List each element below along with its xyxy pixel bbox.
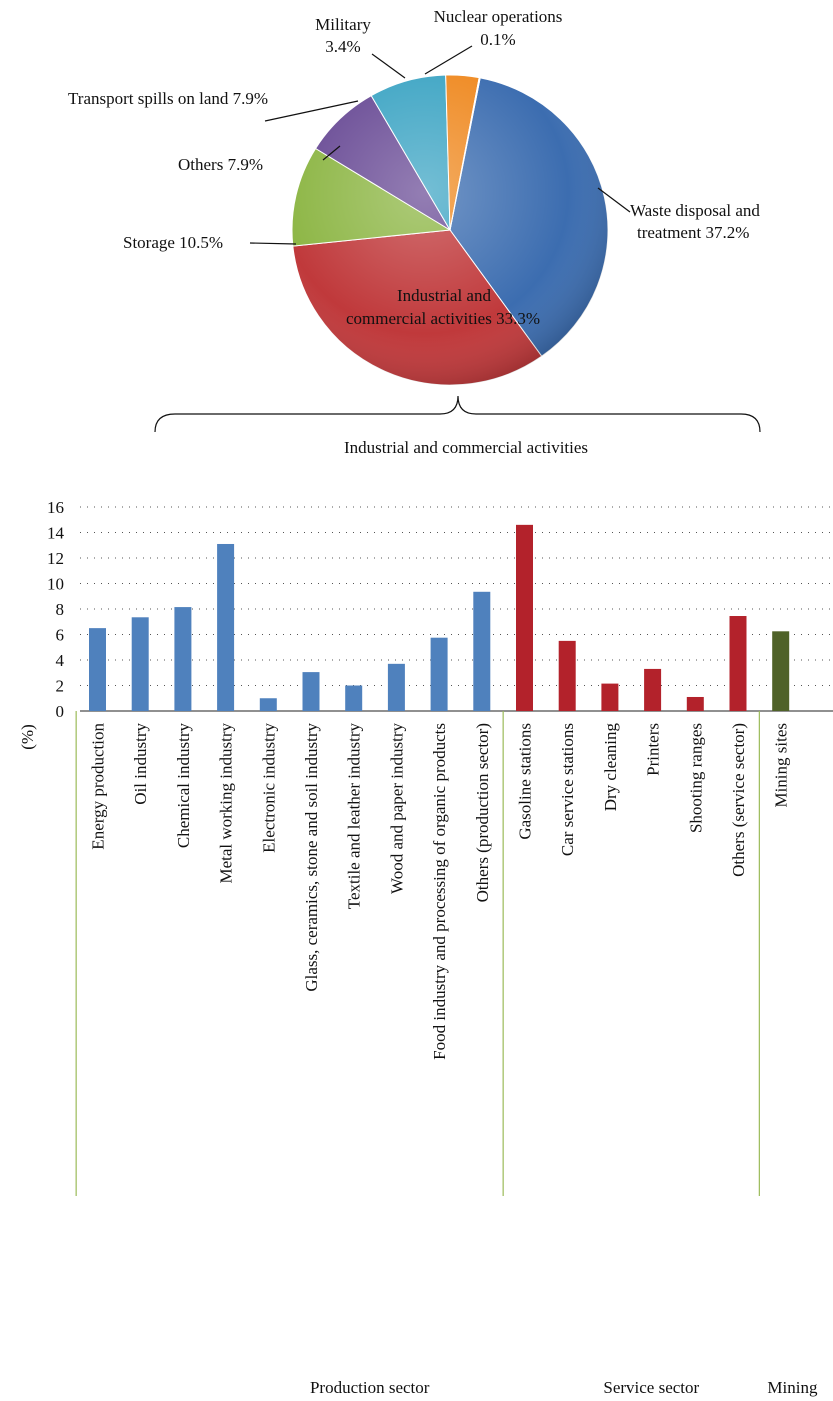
group-label-service-sector: Service sector <box>603 1378 699 1397</box>
bar-x-labels: Energy production Oil industry Chemical in… <box>89 723 791 1060</box>
label-transport: Transport spills on land 7.9% <box>68 89 268 108</box>
y-tick-label-10: 10 <box>47 575 64 594</box>
leader-transport <box>264 100 359 122</box>
bar-shooting-ranges <box>686 696 704 711</box>
x-tick-label-glass-ceramics-stone-and-soil-industry: Glass, ceramics, stone and soil industry <box>302 723 321 992</box>
y-tick-label-4: 4 <box>56 651 65 670</box>
x-tick-label-food-industry-and-processing-of-organic-products: Food industry and processing of organic … <box>430 723 449 1060</box>
pie-chart: Waste disposal and treatment 37.2% Indus… <box>68 7 760 386</box>
bar-car-service-stations <box>558 640 576 712</box>
leader-nuclear <box>424 45 473 75</box>
x-tick-label-others-production-sector: Others (production sector) <box>473 723 492 902</box>
bar-food-industry-and-processing-of-organic-products <box>430 637 448 711</box>
bar-oil-industry <box>131 617 149 711</box>
x-tick-label-gasoline-stations: Gasoline stations <box>516 723 535 840</box>
bar-electronic-industry <box>259 698 277 711</box>
bar-chart: 0 2 4 6 8 10 12 14 16 (%) Energy production Oil i… <box>18 498 833 1397</box>
y-tick-label-12: 12 <box>47 549 64 568</box>
bar-marks <box>89 524 790 712</box>
brace-label: Industrial and commercial activities <box>344 438 588 457</box>
x-tick-label-metal-working-industry: Metal working industry <box>217 723 236 884</box>
bar-others-service-sector <box>729 616 747 711</box>
y-tick-label-14: 14 <box>47 524 65 543</box>
y-tick-label-0: 0 <box>56 702 65 721</box>
x-tick-label-mining-sites: Mining sites <box>772 723 791 808</box>
bar-mining-sites <box>772 631 790 711</box>
x-tick-label-shooting-ranges: Shooting ranges <box>686 723 705 833</box>
bar-grid <box>80 506 833 712</box>
bar-energy-production <box>89 628 106 712</box>
bar-metal-working-industry <box>217 543 235 711</box>
pie-slices <box>291 74 609 386</box>
x-tick-label-car-service-stations: Car service stations <box>558 723 577 856</box>
brace-path <box>154 395 761 433</box>
bar-chemical-industry <box>174 607 192 711</box>
label-others: Others 7.9% <box>178 155 263 174</box>
y-tick-label-8: 8 <box>56 600 65 619</box>
group-labels: Production sector Service sector Mining <box>310 1378 818 1397</box>
y-tick-label-2: 2 <box>56 677 65 696</box>
group-separators <box>75 711 760 1196</box>
bar-printers <box>644 668 662 711</box>
label-nuclear-2: 0.1% <box>480 30 515 49</box>
x-tick-label-textile-and-leather-industry: Textile and leather industry <box>345 723 364 910</box>
x-tick-label-wood-and-paper-industry: Wood and paper industry <box>387 723 406 894</box>
bar-y-ticks: 0 2 4 6 8 10 12 14 16 <box>47 498 65 721</box>
label-waste-1: Waste disposal and <box>630 201 760 220</box>
bar-others-production-sector <box>473 591 491 711</box>
x-tick-label-others-service-sector: Others (service sector) <box>729 723 748 877</box>
x-tick-label-dry-cleaning: Dry cleaning <box>601 723 620 812</box>
label-military-2: 3.4% <box>325 37 360 56</box>
leader-waste <box>597 187 631 213</box>
brace: Industrial and commercial activities <box>154 395 761 457</box>
label-industrial-2: commercial activities 33.3% <box>346 309 540 328</box>
x-tick-label-electronic-industry: Electronic industry <box>259 723 278 853</box>
bar-glass-ceramics-stone-and-soil-industry <box>302 672 320 711</box>
leader-storage <box>249 242 297 245</box>
x-tick-label-energy-production: Energy production <box>89 723 108 850</box>
leader-military <box>371 53 406 79</box>
y-axis-label: (%) <box>18 724 37 749</box>
x-tick-label-oil-industry: Oil industry <box>131 723 150 805</box>
group-label-mining: Mining <box>767 1378 818 1397</box>
bar-textile-and-leather-industry <box>345 685 363 711</box>
label-nuclear-1: Nuclear operations <box>434 7 563 26</box>
group-label-production-sector: Production sector <box>310 1378 430 1397</box>
label-waste-2: treatment 37.2% <box>637 223 749 242</box>
label-industrial-1: Industrial and <box>397 286 491 305</box>
bar-wood-and-paper-industry <box>387 663 405 711</box>
label-military-1: Military <box>315 15 371 34</box>
leader-others <box>322 145 341 161</box>
x-tick-label-chemical-industry: Chemical industry <box>174 723 193 849</box>
bar-gasoline-stations <box>516 524 533 711</box>
x-tick-label-printers: Printers <box>644 723 663 776</box>
y-tick-label-6: 6 <box>56 626 65 645</box>
y-tick-label-16: 16 <box>47 498 64 517</box>
label-storage: Storage 10.5% <box>123 233 223 252</box>
bar-dry-cleaning <box>601 683 619 711</box>
